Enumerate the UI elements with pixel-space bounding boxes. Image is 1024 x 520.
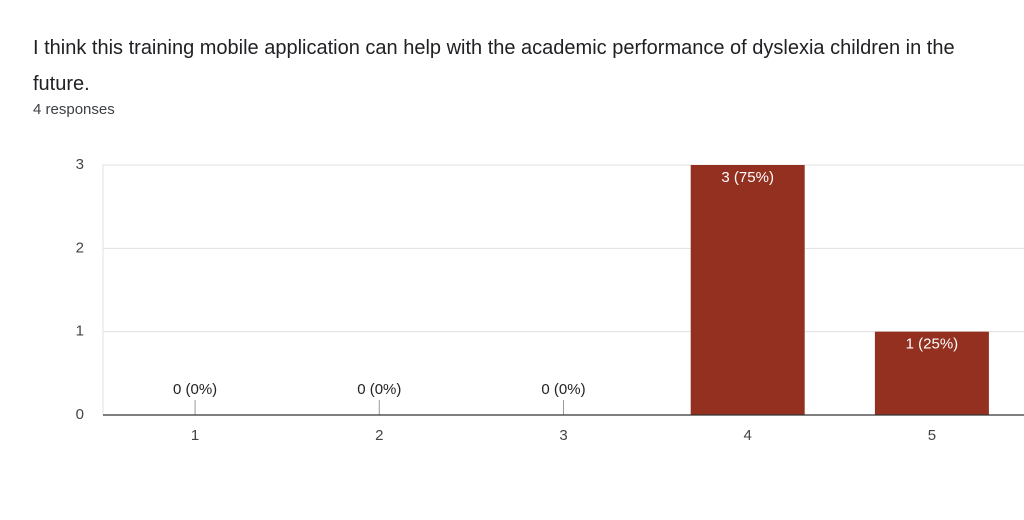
data-label: 0 (0%) (357, 381, 401, 398)
y-tick-label: 1 (76, 323, 84, 340)
y-tick-label: 0 (76, 406, 84, 423)
x-tick-label: 3 (559, 427, 567, 444)
data-label: 3 (75%) (721, 169, 774, 186)
x-tick-label: 1 (191, 427, 199, 444)
bar (874, 331, 989, 415)
bar (690, 165, 805, 415)
data-label: 0 (0%) (541, 381, 585, 398)
x-tick-label: 5 (928, 427, 936, 444)
data-label: 1 (25%) (906, 336, 959, 353)
y-tick-label: 2 (76, 239, 84, 256)
x-tick-label: 2 (375, 427, 383, 444)
chart-title: I think this training mobile application… (33, 37, 955, 95)
data-label: 0 (0%) (173, 381, 217, 398)
y-tick-label: 3 (76, 156, 84, 173)
chart-subtitle: 4 responses (33, 101, 115, 118)
x-tick-label: 4 (744, 427, 752, 444)
